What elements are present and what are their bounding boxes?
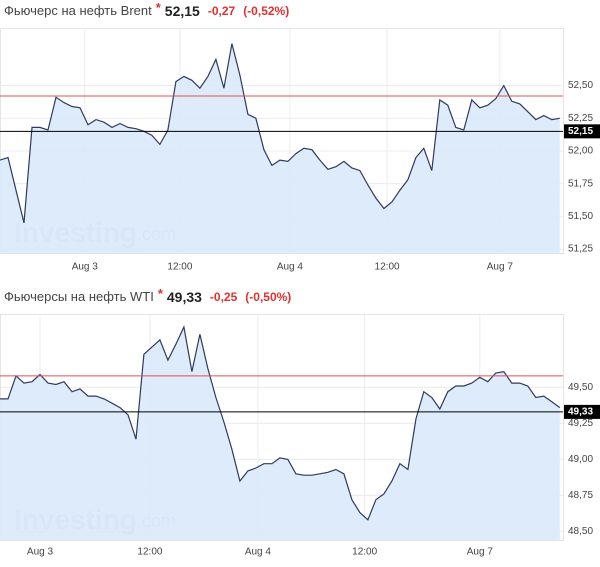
price: 52,15 bbox=[165, 3, 200, 19]
plot-frame bbox=[0, 28, 564, 254]
last-price-label: 49,33 bbox=[568, 407, 593, 418]
x-tick-label: 12:00 bbox=[352, 547, 377, 558]
last-price-box bbox=[564, 124, 600, 139]
marker: * bbox=[158, 286, 164, 301]
y-tick-label: 52,00 bbox=[568, 146, 593, 157]
price-line bbox=[0, 43, 560, 224]
x-tick-label: 12:00 bbox=[137, 547, 162, 558]
y-tick-label: 48,75 bbox=[568, 490, 593, 501]
y-tick-label: 52,25 bbox=[568, 113, 593, 124]
x-tick-label: Aug 4 bbox=[277, 262, 304, 273]
price: 49,33 bbox=[167, 289, 202, 305]
x-tick-label: Aug 3 bbox=[27, 547, 54, 558]
title-text: Фьючерсы на нефть WTI bbox=[4, 289, 154, 304]
x-tick-label: Aug 3 bbox=[72, 262, 99, 273]
area-fill bbox=[0, 43, 560, 254]
y-tick-label: 51,75 bbox=[568, 178, 593, 189]
y-tick-label: 49,00 bbox=[568, 454, 593, 465]
y-tick-label: 48,50 bbox=[568, 526, 593, 537]
x-tick-label: Aug 7 bbox=[487, 262, 514, 273]
last-price-box bbox=[564, 404, 600, 419]
y-tick-label: 52,50 bbox=[568, 80, 593, 91]
x-tick-label: Aug 4 bbox=[245, 547, 272, 558]
last-price-label: 52,15 bbox=[568, 126, 593, 137]
y-tick-label: 49,25 bbox=[568, 418, 593, 429]
change: -0,25 bbox=[210, 290, 238, 304]
area-fill bbox=[0, 327, 560, 540]
title-text: Фьючерс на нефть Brent bbox=[4, 3, 152, 18]
change-pct: (-0,50%) bbox=[245, 290, 291, 304]
x-tick-label: Aug 7 bbox=[467, 547, 494, 558]
x-tick-label: 12:00 bbox=[375, 262, 400, 273]
chart-title: Фьючерсы на нефть WTI * 49,33 -0,25 (-0,50%) bbox=[4, 286, 291, 304]
chart-title: Фьючерс на нефть Brent * 52,15 -0,27 (-0,52%… bbox=[4, 0, 289, 18]
y-tick-label: 51,25 bbox=[568, 244, 593, 255]
change: -0,27 bbox=[208, 4, 236, 18]
change-pct: (-0,52%) bbox=[243, 4, 289, 18]
marker: * bbox=[156, 0, 162, 15]
y-tick-label: 49,50 bbox=[568, 382, 593, 393]
y-tick-label: 51,50 bbox=[568, 211, 593, 222]
x-tick-label: 12:00 bbox=[167, 262, 192, 273]
price-line bbox=[0, 325, 561, 521]
